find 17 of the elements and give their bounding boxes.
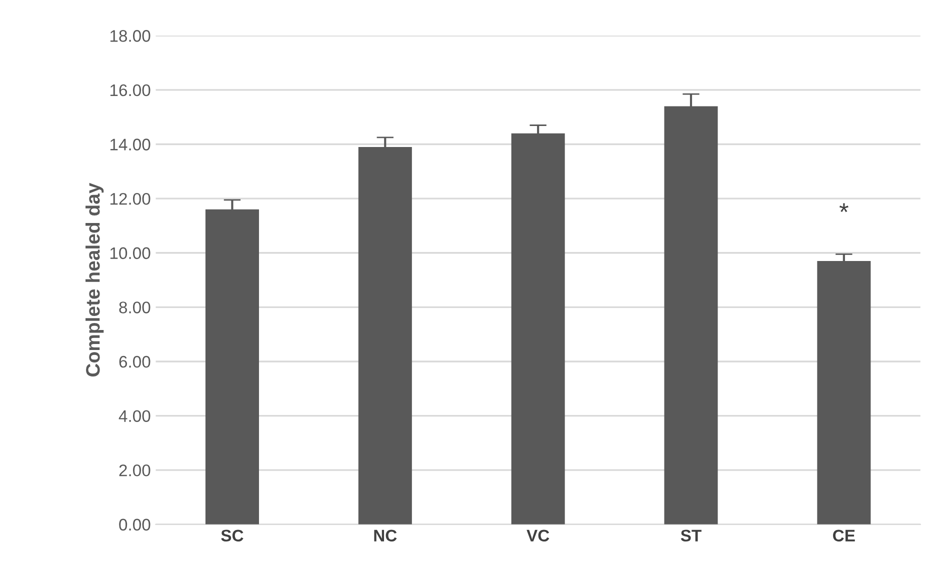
x-tick-label: NC	[374, 530, 397, 542]
y-tick-label: 16.00	[110, 84, 150, 96]
x-tick-label: SC	[221, 530, 244, 542]
y-tick-label: 12.00	[110, 192, 150, 205]
y-axis-title: Complete healed day	[86, 182, 104, 376]
x-tick-label: CE	[833, 530, 855, 542]
annotation: *	[839, 203, 848, 212]
y-tick-label: 14.00	[110, 138, 150, 150]
y-tick-label: 2.00	[119, 464, 150, 476]
y-tick-label: 8.00	[119, 302, 150, 314]
y-tick-label: 0.00	[119, 518, 150, 531]
y-tick-label: 18.00	[110, 30, 150, 42]
x-tick-label: VC	[526, 530, 550, 542]
y-tick-label: 6.00	[119, 356, 150, 368]
y-tick-label: 4.00	[118, 410, 150, 422]
y-tick-label: 10.00	[110, 247, 150, 260]
x-tick-label: ST	[680, 530, 702, 542]
